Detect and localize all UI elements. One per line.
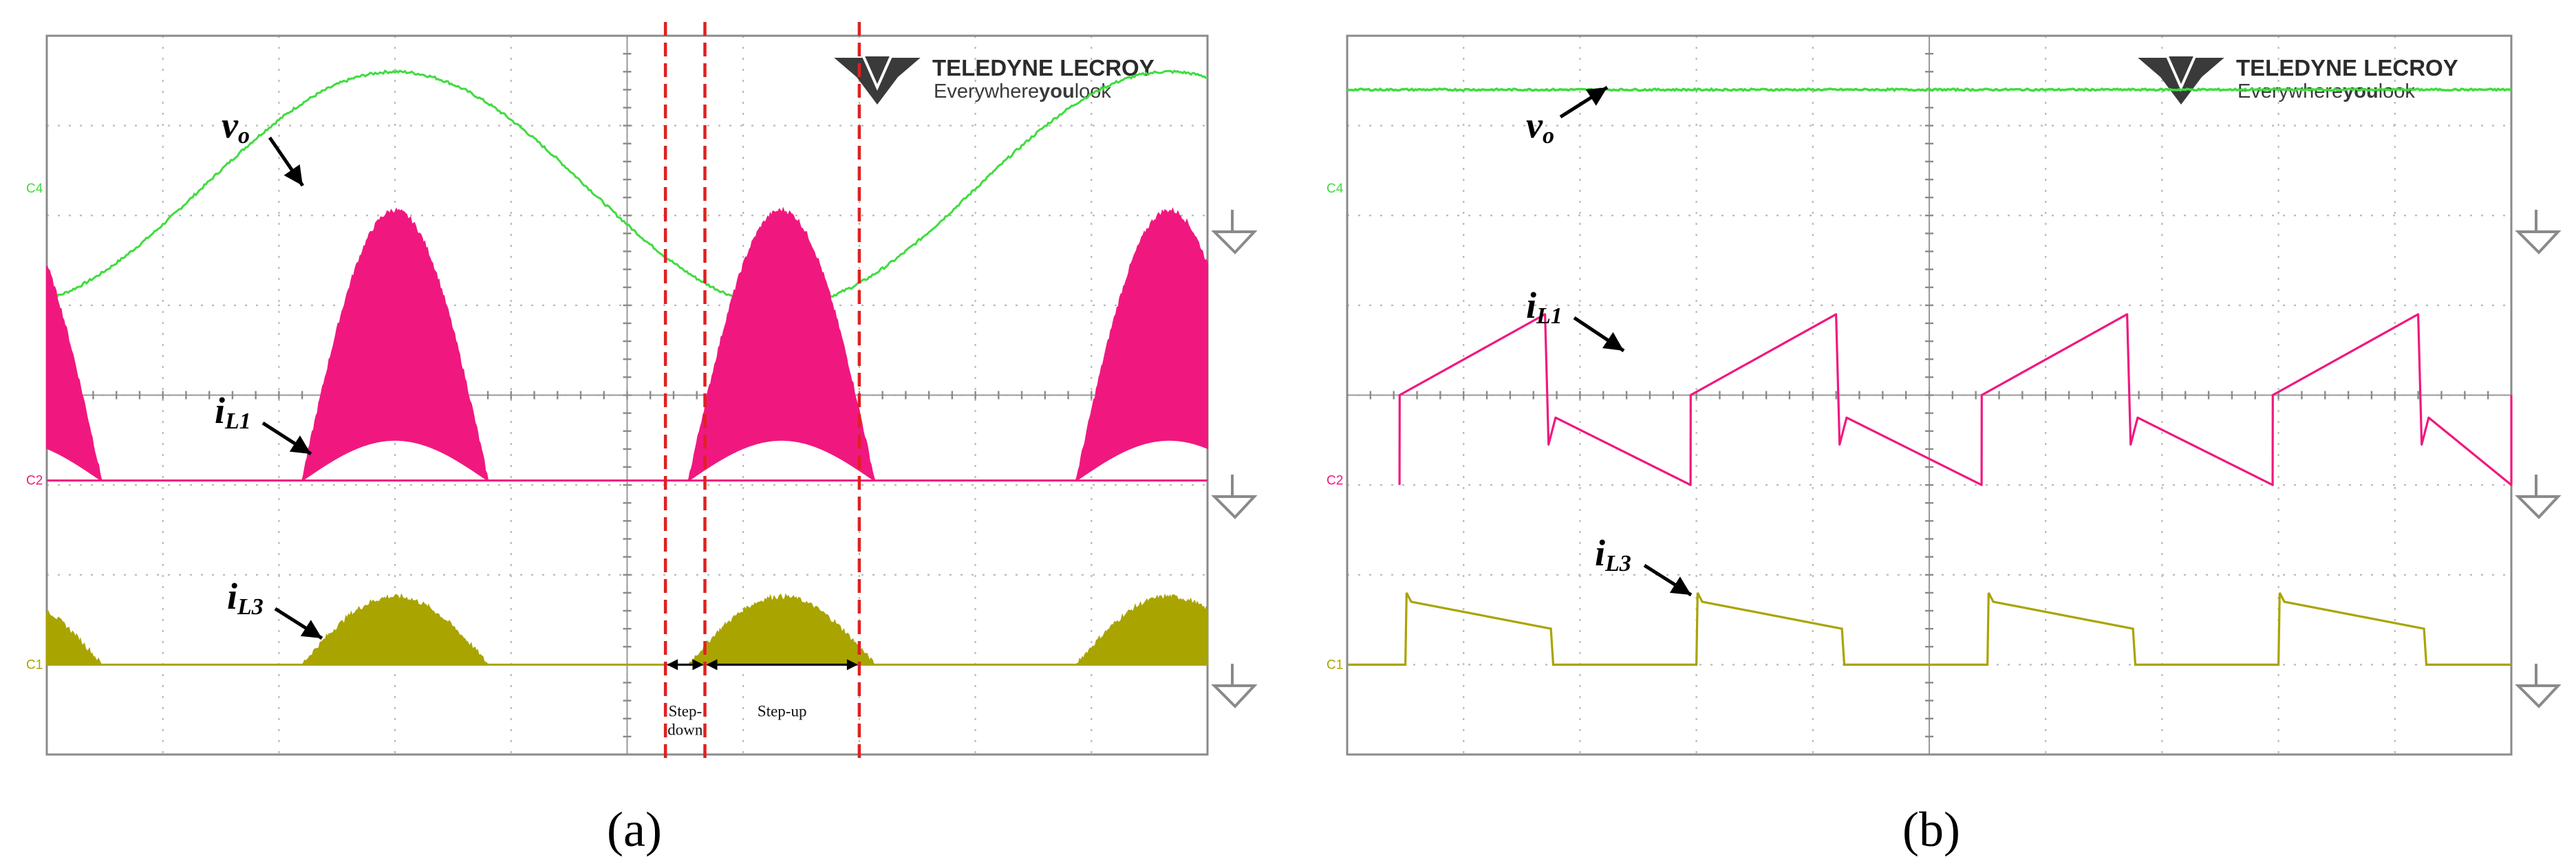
channel-label-c4: C4 [26,182,43,196]
ground-marker [1211,210,1258,254]
series-iL3 [1347,592,2511,666]
annotation-vo: vo [1526,85,1609,149]
channel-label-c4: C4 [1327,182,1344,196]
series-iL1 [1398,313,2513,486]
annotation-arrowhead [300,620,322,638]
annotation-arrowhead [1602,332,1624,351]
annotation-label: vo [1526,105,1554,149]
logo-mark-cut [833,55,922,91]
region-label: Step- [669,702,702,719]
annotation-iL3: iL3 [1595,532,1693,597]
annotation-vo: vo [222,105,305,187]
ground-marker [2515,475,2562,519]
annotation-label: vo [222,105,250,149]
channel-label-c1: C1 [1327,658,1343,672]
logo-mark [833,56,922,105]
logo-brand: TELEDYNE LECROY [932,55,1155,80]
trace-iL1-envelope [46,206,1208,481]
channel-label-c2: C2 [1327,474,1343,488]
logo-mark [2136,56,2226,105]
series-iL1 [46,206,1208,482]
trace-iL1 [1398,313,2513,486]
series-vo [1346,87,2512,93]
trace-iL3 [1347,592,2511,666]
annotation-label: iL1 [215,390,251,434]
annotation-iL3: iL3 [227,576,323,640]
region-arrowheads [667,659,704,671]
logo-tagline: Everywhereyoulook [2237,80,2415,102]
channel-label-c2: C2 [26,474,43,488]
annotation-arrowhead [289,435,311,454]
trace-vo [46,69,1208,308]
series-iL3 [46,593,1208,666]
panel-label: (b) [1902,802,1960,857]
ground-marker [2515,664,2562,708]
annotation-label: iL3 [1595,532,1631,576]
annotation-label: iL3 [227,576,264,620]
grid [1346,34,2513,756]
ground-marker [1211,475,1258,519]
panel-label: (a) [607,802,662,857]
grid [45,34,1209,756]
channel-label-c1: C1 [26,658,43,672]
annotation-arrowhead [1585,87,1607,106]
annotation-iL1: iL1 [215,390,312,456]
region-label: Step-up [758,702,807,719]
ground-marker [1211,664,1258,708]
annotation-iL1: iL1 [1526,285,1625,353]
annotation-label: iL1 [1526,285,1563,329]
region-label: down [667,721,703,738]
annotation-arrowhead [1669,576,1691,595]
ground-marker [2515,210,2562,254]
logo-mark-cut [2136,55,2226,91]
trace-vo [1346,87,2512,93]
annotation-arrowhead [283,164,303,186]
logo-brand: TELEDYNE LECROY [2236,55,2458,80]
series-vo [46,69,1208,308]
logo-tagline: Everywhereyoulook [934,80,1111,102]
